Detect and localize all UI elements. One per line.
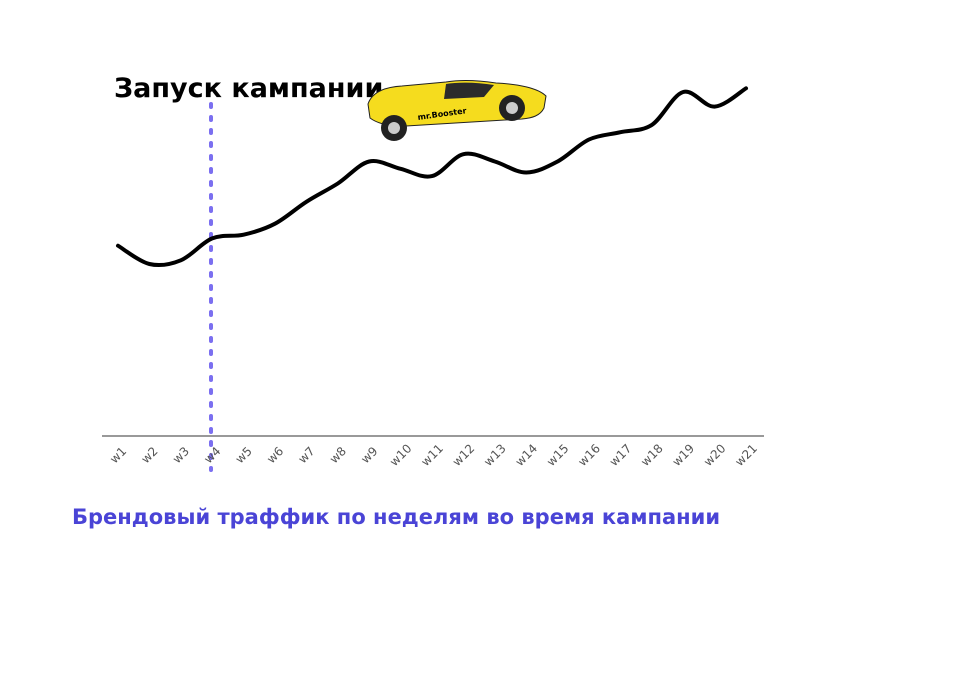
x-tick-label: w8 — [327, 444, 349, 466]
x-tick-label: w3 — [170, 444, 192, 466]
campaign-launch-label: Запуск кампании — [114, 73, 383, 104]
car-hub-rear — [388, 122, 400, 134]
x-tick-label: w12 — [450, 441, 478, 469]
x-tick-label: w5 — [233, 444, 255, 466]
x-tick-label: w20 — [701, 441, 729, 469]
car-icon: mr.Booster — [367, 80, 547, 141]
x-tick-label: w4 — [201, 444, 223, 466]
x-tick-label: w17 — [607, 441, 635, 469]
car-window — [444, 82, 494, 99]
x-tick-label: w13 — [481, 441, 509, 469]
x-tick-label: w7 — [295, 444, 317, 466]
x-tick-label: w16 — [575, 441, 603, 469]
x-tick-label: w1 — [107, 444, 129, 466]
x-tick-label: w15 — [544, 441, 572, 469]
x-tick-label: w2 — [138, 444, 160, 466]
x-tick-label: w21 — [732, 441, 760, 469]
x-tick-label: w19 — [670, 441, 698, 469]
x-tick-label: w18 — [638, 441, 666, 469]
x-tick-label: w10 — [387, 441, 415, 469]
x-tick-label: w6 — [264, 444, 286, 466]
x-tick-label: w11 — [418, 441, 446, 469]
chart-caption: Брендовый траффик по неделям во время ка… — [72, 505, 720, 529]
car-hub-front — [506, 102, 518, 114]
x-tick-labels: w1 w2 w3 w4 w5 w6 w7 w8 w9 w10 w11 w12 w13 w14 w15 w16 w… — [107, 441, 760, 469]
x-tick-label: w9 — [358, 444, 380, 466]
series-line — [116, 86, 748, 268]
x-tick-label: w14 — [513, 441, 541, 469]
